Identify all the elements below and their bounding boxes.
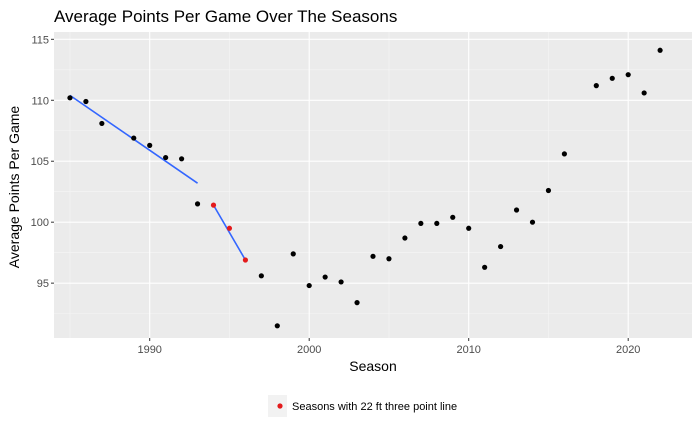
data-point xyxy=(370,253,376,259)
y-tick-label: 95 xyxy=(37,278,49,290)
data-point xyxy=(418,220,424,227)
data-point xyxy=(545,187,552,194)
data-point xyxy=(625,72,631,78)
data-point xyxy=(450,214,456,220)
data-point xyxy=(322,274,328,280)
data-point xyxy=(434,220,440,227)
data-point xyxy=(258,273,264,279)
highlight-point xyxy=(226,225,233,231)
data-point xyxy=(386,256,392,262)
data-point xyxy=(513,207,520,213)
data-point xyxy=(274,323,280,329)
highlight-point xyxy=(242,257,248,263)
x-axis-title: Season xyxy=(349,358,396,374)
data-point xyxy=(290,251,296,257)
y-tick-label: 110 xyxy=(31,95,49,107)
y-axis: 95 100 105 110 115 xyxy=(31,34,54,290)
x-axis: 1990 2000 2010 2020 xyxy=(137,338,640,356)
data-point xyxy=(641,90,647,96)
x-tick-label: 2000 xyxy=(297,344,321,356)
data-points xyxy=(67,47,663,329)
data-point xyxy=(609,75,615,81)
x-tick-label: 2010 xyxy=(456,344,480,356)
data-point xyxy=(529,219,536,225)
trend-line xyxy=(212,204,247,261)
data-point xyxy=(338,279,344,285)
data-point xyxy=(163,154,169,161)
data-point xyxy=(402,235,408,241)
chart-title: Average Points Per Game Over The Seasons xyxy=(54,7,397,26)
data-point xyxy=(498,243,504,250)
data-point xyxy=(561,151,568,157)
plot-panel xyxy=(54,32,692,338)
y-tick-label: 105 xyxy=(31,156,49,168)
highlight-point xyxy=(210,202,217,208)
x-tick-label: 1990 xyxy=(137,344,161,356)
legend: Seasons with 22 ft three point line xyxy=(268,395,457,417)
data-point xyxy=(179,156,185,162)
data-point xyxy=(354,300,360,306)
data-point xyxy=(99,120,105,127)
data-point xyxy=(306,282,312,289)
data-point xyxy=(466,225,472,231)
y-tick-label: 115 xyxy=(31,34,49,46)
data-point xyxy=(657,47,663,53)
legend-label: Seasons with 22 ft three point line xyxy=(292,401,457,413)
data-point xyxy=(131,135,137,141)
data-point xyxy=(147,142,153,148)
y-axis-title: Average Points Per Game xyxy=(6,106,22,269)
data-point xyxy=(194,201,201,207)
data-point xyxy=(593,83,599,89)
data-point xyxy=(482,264,488,270)
data-point xyxy=(67,95,73,101)
data-point xyxy=(83,98,89,105)
x-tick-label: 2020 xyxy=(616,344,640,356)
y-tick-label: 100 xyxy=(31,217,49,229)
legend-marker xyxy=(277,403,283,409)
